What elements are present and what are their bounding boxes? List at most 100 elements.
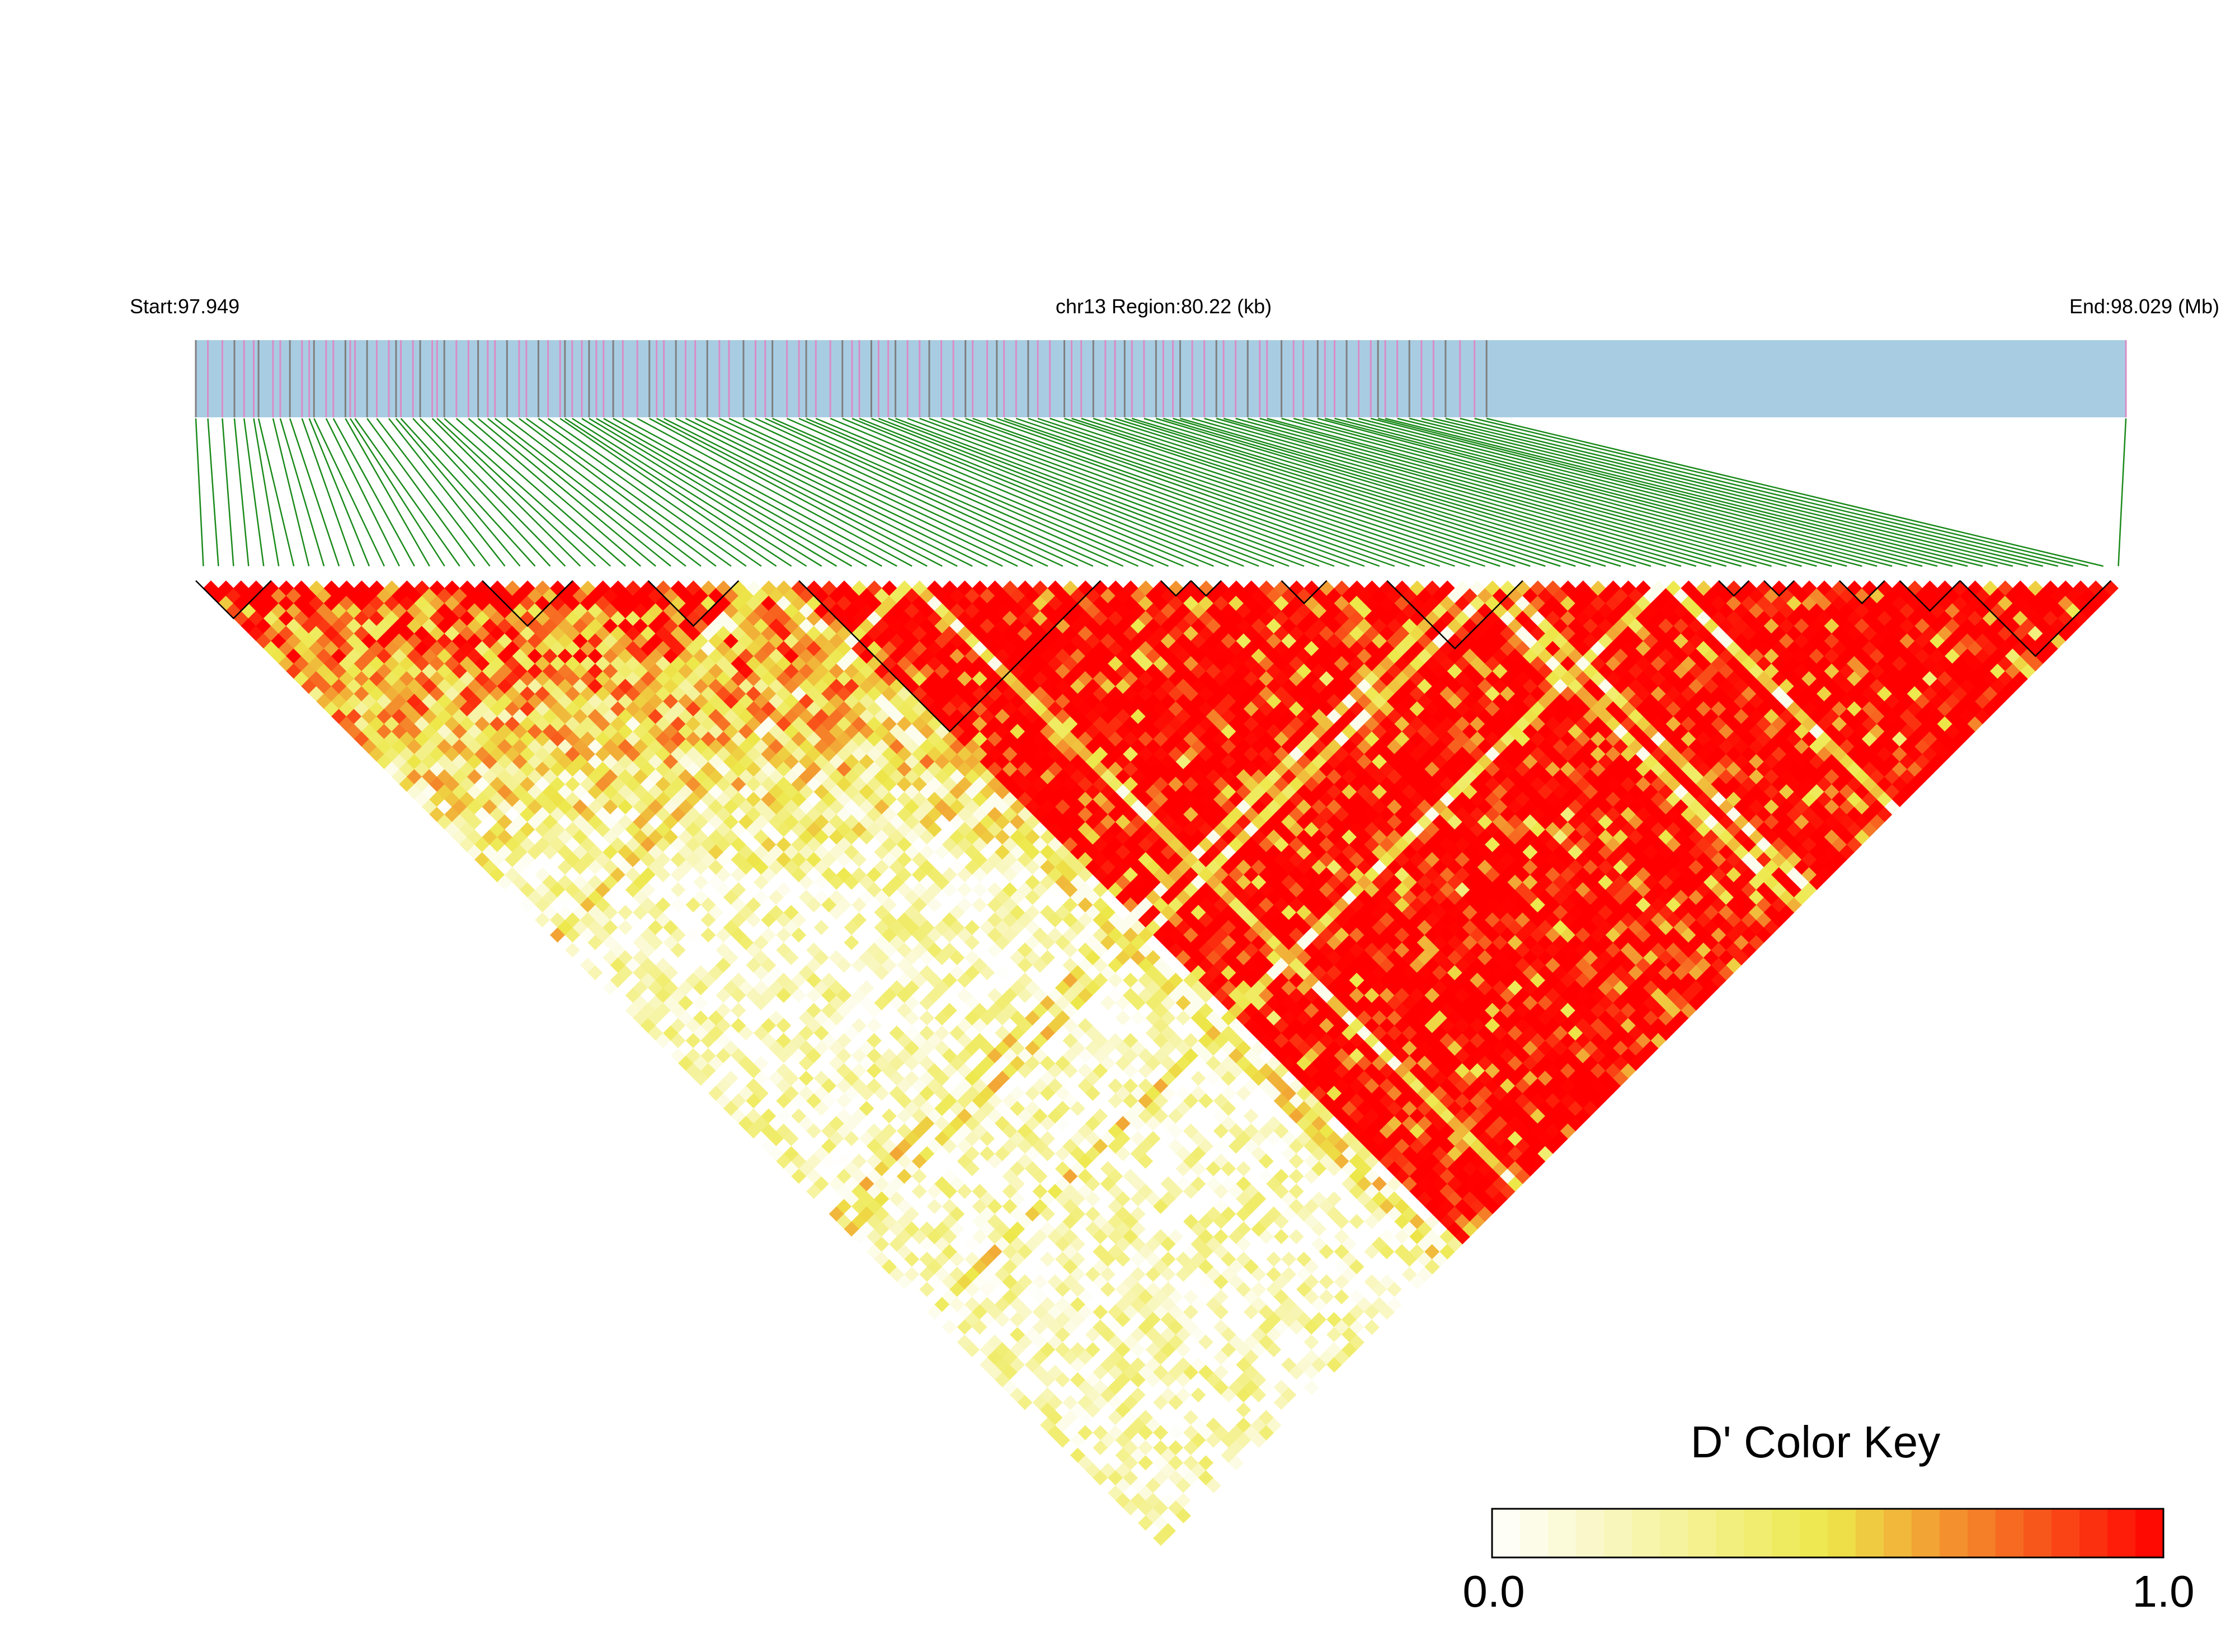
snp-connector [719, 417, 1033, 567]
snp-connector [996, 417, 1425, 567]
snp-connector [649, 417, 928, 567]
snp-connector [1204, 417, 1727, 567]
snp-connector [279, 418, 325, 567]
snp-connector [494, 418, 686, 567]
start-label: Start:97.949 [130, 295, 239, 318]
snp-connector [1081, 417, 1546, 567]
snp-connector [412, 418, 551, 567]
snp-connector [1267, 417, 1817, 567]
snp-connector [325, 418, 400, 567]
snp-connector [675, 417, 973, 567]
chromosome-track [195, 340, 2127, 417]
snp-connector [859, 417, 1229, 567]
snp-connector [1460, 417, 2073, 567]
snp-connector [907, 417, 1305, 567]
snp-connector [1486, 417, 2104, 567]
snp-connector [345, 418, 430, 567]
snp-connector [444, 418, 611, 567]
snp-connector [581, 417, 822, 567]
ld-cells [203, 580, 2119, 1546]
snp-connector [1071, 417, 1531, 567]
snp-connector [1144, 417, 1636, 567]
snp-connector [420, 418, 566, 567]
snp-connector [685, 417, 988, 567]
snp-connector [354, 418, 460, 567]
snp-connector [1397, 417, 1998, 567]
snp-connector [376, 418, 491, 567]
snp-connector [888, 417, 1274, 567]
end-label: End:98.029 (Mb) [2069, 295, 2219, 318]
snp-connector [487, 418, 671, 567]
snp-connector [695, 417, 1003, 567]
snp-connector [1192, 417, 1712, 567]
snp-connector [257, 418, 295, 567]
snp-connector [253, 418, 280, 567]
snp-connector [755, 417, 1079, 567]
snp-connector [1114, 417, 1591, 567]
snp-connector [233, 418, 250, 567]
snp-connector [1004, 417, 1441, 567]
snp-connector [431, 418, 581, 567]
snp-connector [965, 417, 1380, 567]
snp-connector [919, 417, 1320, 567]
snp-connector [603, 417, 868, 567]
snp-connector [929, 417, 1335, 567]
snp-connector [622, 417, 897, 567]
snp-connector [1180, 417, 1697, 567]
snp-connector [613, 417, 882, 567]
snp-connector [506, 418, 702, 567]
snp-connector [656, 417, 943, 567]
snp-connector [842, 417, 1199, 567]
snp-connector [871, 417, 1244, 567]
chart-title: chr13 Region:80.22 (kb) [1056, 295, 1272, 318]
snp-connector [878, 417, 1259, 567]
snp-connector [1216, 417, 1742, 567]
snp-connector [1037, 417, 1485, 567]
snp-connector [596, 417, 853, 567]
snp-tick-marks [195, 340, 2127, 417]
snp-connector [366, 418, 476, 567]
snp-connector [388, 418, 506, 567]
snp-connector [765, 417, 1094, 567]
snp-connector [1370, 417, 1953, 567]
snp-connector [637, 417, 912, 567]
snp-connector [1324, 417, 1893, 567]
snp-connector-lines [195, 417, 2127, 567]
chromosome-bar [196, 340, 2126, 417]
snp-connector [2118, 418, 2127, 567]
snp-connector [1163, 417, 1667, 567]
snp-connector [941, 417, 1350, 567]
snp-connector [272, 418, 310, 567]
snp-connector [743, 417, 1064, 567]
snp-connector [1015, 417, 1455, 567]
snp-connector [468, 418, 641, 567]
snp-connector [1124, 417, 1606, 567]
snp-connector [455, 418, 626, 567]
snp-connector [1064, 417, 1516, 567]
snp-connector [1334, 417, 1908, 567]
snp-connector [207, 418, 219, 567]
snp-connector [707, 417, 1018, 567]
snp-connector [301, 418, 355, 567]
snp-connector [332, 418, 415, 567]
snp-connector [1131, 417, 1621, 567]
snp-connector [395, 418, 521, 567]
snp-connector [1050, 417, 1500, 567]
snp-connector [664, 417, 958, 567]
snp-connector [400, 418, 536, 567]
snp-connector [798, 417, 1139, 567]
snp-connector [289, 418, 340, 567]
snp-connector [1173, 417, 1682, 567]
snp-connector [1028, 417, 1470, 567]
snp-connector [349, 418, 445, 567]
snp-connector [222, 418, 234, 567]
snp-connector [589, 417, 837, 567]
snp-connector [572, 417, 807, 567]
snp-connector [1377, 417, 1968, 567]
snp-connector [519, 417, 717, 567]
snp-connector [308, 418, 370, 567]
snp-connector [953, 417, 1365, 567]
snp-connector [1385, 417, 1983, 567]
snp-connector [547, 417, 762, 567]
snp-connector [987, 417, 1410, 567]
